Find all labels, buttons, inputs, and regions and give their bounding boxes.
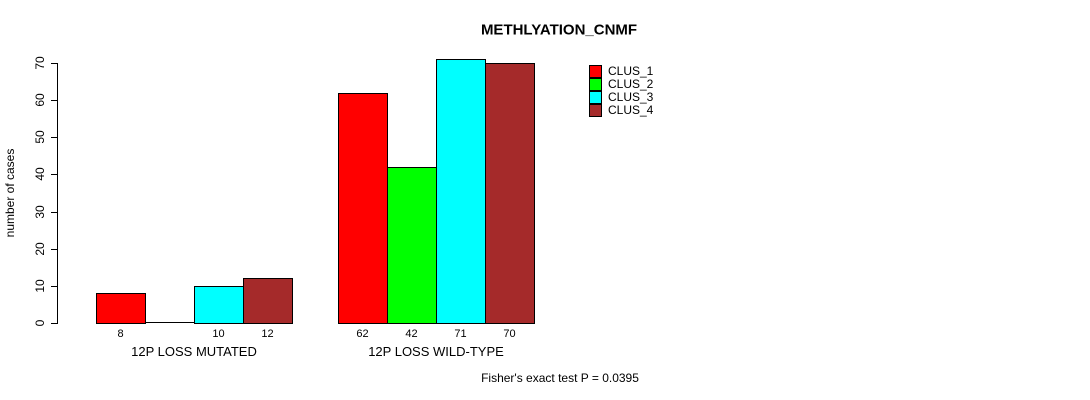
y-axis-line [57, 63, 58, 324]
bar-clus_4 [485, 63, 535, 324]
y-tick [51, 323, 57, 324]
legend-entry-clus_4: CLUS_4 [589, 104, 653, 117]
legend-label: CLUS_2 [608, 77, 654, 91]
bar-clus_2-zero [145, 322, 195, 323]
bar-clus_4 [243, 278, 293, 324]
y-tick [51, 248, 57, 250]
bar-value-label: 42 [405, 328, 418, 340]
bar-value-label: 8 [117, 328, 124, 340]
legend-swatch-clus_3 [589, 91, 602, 104]
y-tick [51, 63, 57, 64]
bar-value-label: 12 [261, 328, 274, 340]
y-tick-label: 10 [33, 279, 47, 293]
bar-value-label: 71 [454, 328, 467, 340]
bar-clus_3 [194, 285, 244, 324]
y-tick-label: 60 [33, 93, 47, 107]
bar-value-label: 70 [503, 328, 516, 340]
legend-label: CLUS_1 [608, 64, 654, 78]
y-tick-label: 0 [33, 319, 47, 327]
y-tick [51, 137, 57, 139]
legend-label: CLUS_3 [608, 90, 654, 104]
legend-entry-clus_3: CLUS_3 [589, 91, 653, 104]
group-label: 12P LOSS WILD-TYPE [368, 344, 504, 359]
bar-clus_1 [338, 92, 388, 324]
legend-entry-clus_2: CLUS_2 [589, 78, 653, 91]
legend-swatch-clus_4 [589, 104, 602, 117]
bar-clus_2 [387, 167, 437, 324]
bar-value-label: 62 [356, 328, 369, 340]
y-tick [51, 211, 57, 213]
y-tick [51, 100, 57, 102]
y-tick-label: 20 [33, 242, 47, 256]
y-tick-label: 70 [33, 56, 47, 70]
legend-swatch-clus_2 [589, 78, 602, 91]
y-tick-label: 50 [33, 130, 47, 144]
y-tick-label: 30 [33, 204, 47, 219]
bar-clus_3 [436, 59, 486, 324]
chart-title: METHLYATION_CNMF [480, 21, 638, 39]
y-tick [51, 285, 57, 287]
legend-swatch-clus_1 [589, 65, 602, 78]
y-tick-label: 40 [33, 167, 47, 182]
y-tick [51, 174, 57, 176]
legend-entry-clus_1: CLUS_1 [589, 65, 653, 78]
group-label: 12P LOSS MUTATED [131, 344, 257, 359]
y-axis-label: number of cases [3, 148, 17, 238]
fisher-test-note: Fisher's exact test P = 0.0395 [481, 371, 639, 385]
legend: CLUS_1 CLUS_2 CLUS_3 CLUS_4 [589, 65, 653, 117]
bar-value-label: 10 [212, 328, 225, 340]
legend-label: CLUS_4 [608, 103, 654, 117]
bar-clus_1 [96, 293, 146, 324]
